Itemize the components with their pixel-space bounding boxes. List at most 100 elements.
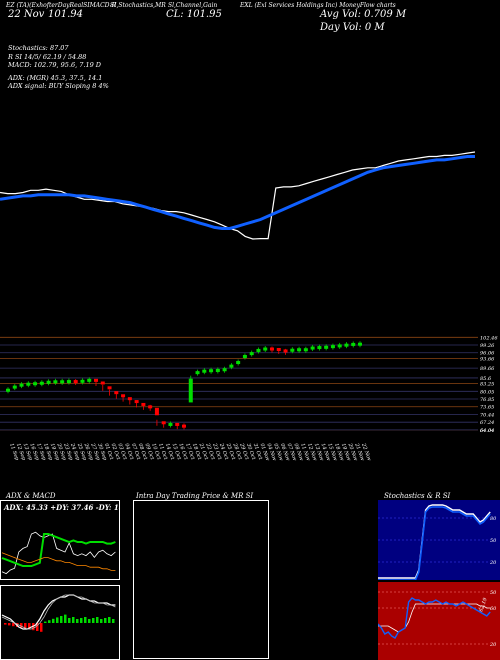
price-candle bbox=[324, 345, 329, 349]
stats-block: Stochastics: 87.07 R SI 14/5/ 62.19 / 54… bbox=[8, 44, 109, 91]
price-ylabel: 93.66 bbox=[480, 357, 495, 363]
price-candle bbox=[337, 344, 342, 348]
price-xlabel: 16 Sep bbox=[28, 443, 40, 462]
stoch-level-label: 50 bbox=[490, 538, 497, 544]
price-candle bbox=[229, 364, 234, 368]
price-ylabel: 70.44 bbox=[480, 412, 494, 418]
macd-histogram-bar bbox=[60, 616, 63, 623]
moneyflow-blue-line bbox=[0, 155, 475, 230]
price-candle bbox=[215, 368, 220, 372]
price-candle bbox=[26, 382, 31, 386]
price-ylabel: 99.26 bbox=[480, 343, 495, 349]
price-candle bbox=[263, 347, 268, 351]
stat-adx-signal: ADX signal: BUY Sloping 8 4% bbox=[8, 82, 109, 90]
price-ylabel: 80.05 bbox=[480, 389, 494, 395]
stat-rsi: R SI 14/5/ 62.19 / 54.88 bbox=[8, 52, 87, 61]
price-ylabel: 89.66 bbox=[480, 366, 495, 372]
rsi-panel: 50 60 20 62.19 bbox=[378, 582, 500, 660]
macd-histogram-bar bbox=[8, 623, 11, 626]
price-xlabel: 31 Oct bbox=[252, 443, 264, 462]
macd-histogram-bar bbox=[104, 618, 107, 623]
price-candle bbox=[351, 342, 356, 346]
price-xlabel: 10 Oct bbox=[150, 443, 162, 462]
price-candle bbox=[94, 378, 98, 382]
price-xlabel: 04 Oct bbox=[123, 443, 135, 462]
price-xlabel: 06 Nov bbox=[279, 443, 291, 462]
macd-histogram-bar bbox=[28, 623, 31, 630]
price-xlabel: 14 Oct bbox=[164, 443, 176, 462]
intraday-panel bbox=[133, 500, 269, 659]
price-xlabel: 08 Oct bbox=[137, 443, 149, 462]
price-ylabel: 85.6 bbox=[480, 376, 492, 382]
macd-histogram-bar bbox=[76, 619, 79, 623]
stoch-d-line bbox=[378, 506, 491, 580]
price-xlabel: 17 Sep bbox=[35, 443, 47, 462]
price-ylabel: 96.06 bbox=[480, 351, 495, 357]
price-candle bbox=[19, 383, 24, 387]
price-xlabel: 17 Oct bbox=[184, 443, 196, 462]
price-candle bbox=[127, 397, 132, 401]
stat-macd: MACD: 102.79, 95.6, 7.19 D bbox=[8, 61, 102, 69]
price-candle bbox=[73, 380, 78, 384]
moneyflow-white-line bbox=[0, 151, 476, 240]
price-candle bbox=[188, 378, 193, 403]
price-xlabel: 05 Nov bbox=[272, 443, 284, 462]
adx-panel: ADX: 45.33 +DY: 37.46 -DY: 14.09 bbox=[0, 500, 120, 580]
price-candle bbox=[161, 421, 166, 425]
adx-panel-frame bbox=[0, 500, 120, 580]
price-candle bbox=[195, 371, 200, 375]
price-candle bbox=[344, 343, 349, 347]
price-candle bbox=[270, 347, 274, 351]
header-line1: EZ (TA)(ExhofterDayRealSIMACD-R bbox=[6, 2, 116, 9]
header-line1b: SI,Stochastics,MR bbox=[110, 2, 166, 9]
price-xlabel: 08 Nov bbox=[292, 443, 304, 462]
macd-histogram-bar bbox=[112, 619, 115, 623]
stoch-level-label: 20 bbox=[489, 560, 497, 566]
price-xlabel: 01 Oct bbox=[103, 443, 115, 462]
price-ylabel: 64.04 bbox=[480, 428, 494, 434]
price-candle bbox=[46, 380, 51, 384]
price-xlabel: 14 Nov bbox=[320, 443, 332, 462]
price-xlabel: 03 Oct bbox=[116, 443, 128, 462]
stat-adx: ADX: (MGR) 45.3, 37.5, 14.1 bbox=[8, 73, 103, 82]
stoch-panel-title: Stochastics & R SI bbox=[384, 492, 451, 500]
macd-histogram-bar bbox=[12, 623, 15, 627]
macd-histogram-bar bbox=[72, 617, 75, 623]
price-candle bbox=[242, 354, 247, 358]
price-xlabel: 30 Oct bbox=[245, 443, 257, 462]
header-day-vol: Day Vol: 0 M bbox=[320, 22, 385, 33]
price-xlabel: 30 Sep bbox=[96, 443, 108, 462]
price-xlabel: 07 Nov bbox=[286, 443, 298, 462]
price-ylabel: 76.85 bbox=[480, 397, 494, 403]
price-candle bbox=[33, 382, 38, 386]
header-close: CL: 101.95 bbox=[166, 9, 222, 20]
price-xlabel: 02 Oct bbox=[110, 443, 122, 462]
macd-histogram-bar bbox=[40, 623, 43, 632]
stoch-panel: 80 50 20 bbox=[378, 500, 500, 580]
price-xlabel: 19 Sep bbox=[49, 443, 61, 462]
price-candle bbox=[80, 379, 85, 383]
macd-signal-line bbox=[1, 594, 116, 630]
price-candle bbox=[107, 386, 112, 390]
price-xlabel: 16 Oct bbox=[177, 443, 189, 462]
rsi-level-label: 20 bbox=[489, 642, 497, 648]
price-candle bbox=[114, 391, 119, 395]
price-ylabel: 83.25 bbox=[480, 382, 494, 388]
price-xlabel: 12 Sep bbox=[15, 443, 27, 462]
price-candle bbox=[256, 348, 261, 352]
moneyflow-chart bbox=[0, 151, 476, 240]
macd-histogram-bar bbox=[44, 621, 47, 623]
price-candle bbox=[236, 361, 241, 365]
price-xlabel: 18 Sep bbox=[42, 443, 54, 462]
macd-histogram-bar bbox=[100, 619, 103, 623]
price-candle bbox=[317, 346, 322, 350]
price-candle bbox=[154, 407, 159, 416]
price-candle bbox=[175, 422, 180, 426]
price-candle bbox=[53, 380, 58, 384]
price-candle bbox=[12, 385, 17, 389]
price-xlabel: 11 Sep bbox=[8, 443, 20, 462]
header-line1a: EZ (TA)(ExhofterDayRealSIMACD-R bbox=[6, 2, 117, 9]
price-candle bbox=[209, 369, 214, 373]
price-candle bbox=[60, 380, 65, 384]
macd-histogram-bar bbox=[20, 623, 23, 628]
